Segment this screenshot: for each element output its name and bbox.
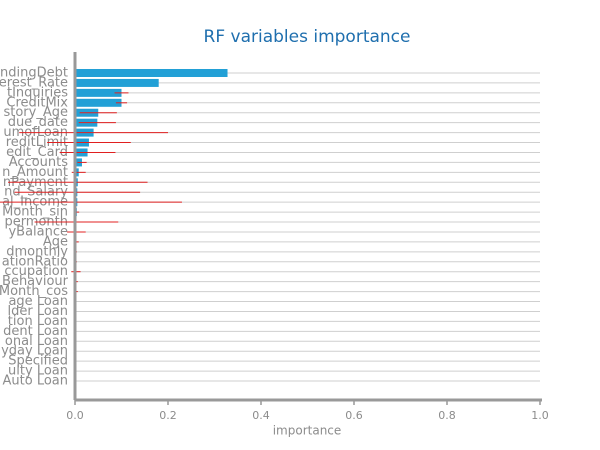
- y-tick-label: yBalance: [8, 224, 68, 239]
- y-tick-label: lder Loan: [7, 304, 68, 319]
- y-tick-label: reditLimit: [6, 135, 68, 150]
- bar: [75, 98, 122, 107]
- y-tick-label: ccupation: [4, 264, 68, 279]
- y-tick-label: Accounts: [9, 155, 68, 170]
- y-tick-label: age Loan: [8, 294, 68, 309]
- bar: [75, 88, 122, 97]
- x-tick-label: 0.0: [66, 409, 84, 422]
- y-tick-label: dent Loan: [3, 324, 68, 339]
- y-tick-label: edit_Card: [6, 145, 68, 160]
- x-tick-label: 0.8: [438, 409, 456, 422]
- x-tick-label: 1.0: [531, 409, 549, 422]
- x-tick-label: 0.2: [159, 409, 177, 422]
- y-tick-label: n_Amount: [2, 165, 68, 180]
- y-tick-label: tion Loan: [8, 314, 68, 329]
- y-tick-label: Specified: [8, 354, 68, 369]
- y-tick-label: Behaviour: [2, 274, 69, 289]
- x-axis-label: importance: [273, 424, 342, 438]
- chart-title: RF variables importance: [204, 27, 411, 47]
- y-tick-label: erest_Rate: [0, 75, 68, 90]
- y-tick-label: Auto Loan: [3, 374, 69, 389]
- y-tick-label: ationRatio: [2, 254, 68, 269]
- y-tick-label: Month_sin: [2, 205, 68, 220]
- y-tick-label: Age: [43, 234, 68, 249]
- y-tick-label: due_date: [8, 115, 68, 130]
- y-tick-label: ndingDebt: [0, 66, 68, 81]
- bar: [75, 69, 228, 77]
- y-tick-label: yday Loan: [1, 344, 68, 359]
- y-tick-label: CreditMix: [6, 95, 68, 110]
- y-tick-label: dmonthly: [6, 244, 68, 259]
- x-tick-label: 0.4: [252, 409, 270, 422]
- y-tick-label: tInquiries: [7, 85, 68, 100]
- y-tick-label: story_Age: [3, 105, 68, 120]
- y-tick-label: ulty Loan: [8, 364, 68, 379]
- bar: [75, 78, 159, 87]
- x-tick-label: 0.6: [345, 409, 363, 422]
- y-tick-label: onal Loan: [5, 334, 68, 349]
- y-tick-label: Month_cos: [0, 284, 68, 299]
